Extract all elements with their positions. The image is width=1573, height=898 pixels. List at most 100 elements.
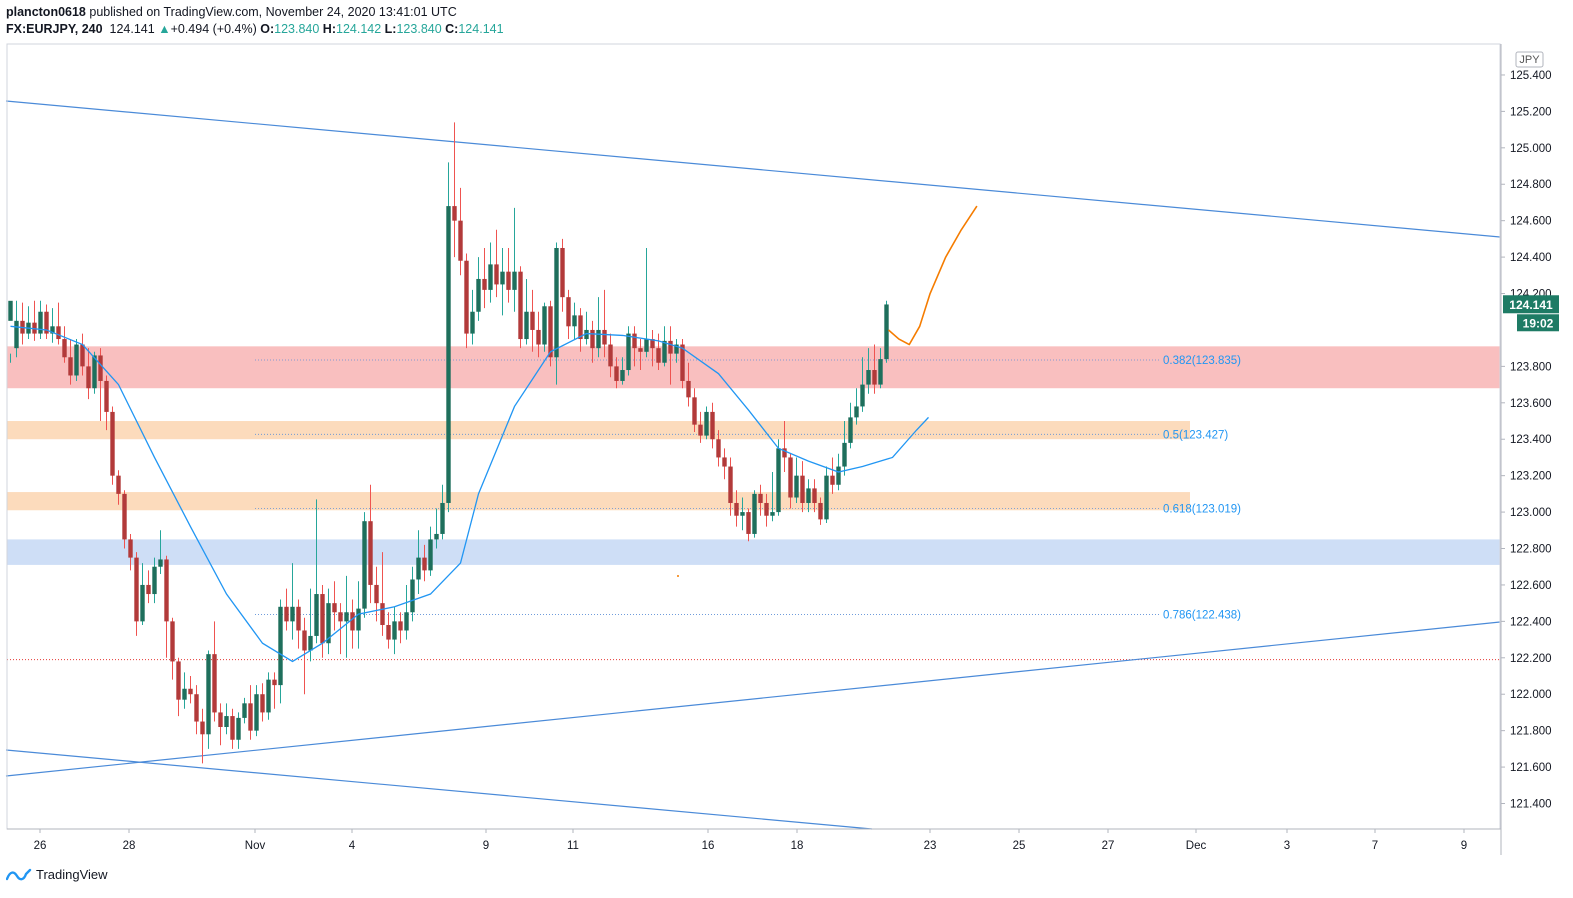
candle-body-21 bbox=[134, 557, 139, 622]
y-tick-label-2: 125.000 bbox=[1510, 143, 1552, 155]
candle-body-36 bbox=[224, 716, 229, 728]
candle-body-110 bbox=[668, 340, 673, 354]
y-tick-label-4: 124.600 bbox=[1510, 216, 1552, 228]
candle-body-89 bbox=[542, 306, 547, 345]
chart-header: plancton0618 published on TradingView.co… bbox=[6, 4, 504, 38]
candle-body-122 bbox=[740, 512, 745, 516]
candle-body-56 bbox=[344, 612, 349, 622]
candle-body-85 bbox=[518, 271, 523, 340]
candle-body-38 bbox=[236, 717, 241, 740]
countdown-tag bbox=[1517, 314, 1559, 332]
candle-body-22 bbox=[140, 584, 145, 622]
high-label: H: bbox=[322, 22, 336, 36]
candle-body-54 bbox=[332, 603, 337, 613]
candle-body-6 bbox=[44, 311, 49, 334]
zone-blue-3 bbox=[7, 539, 1500, 565]
publisher-name[interactable]: plancton0618 bbox=[6, 5, 86, 19]
x-tick-label-13: 7 bbox=[1372, 840, 1378, 852]
x-tick-label-7: 18 bbox=[791, 840, 804, 852]
candle-body-136 bbox=[824, 475, 829, 520]
trendlines bbox=[5, 100, 1501, 830]
fib-label-3: 0.786(122.438) bbox=[1163, 609, 1241, 621]
tradingview-footer[interactable]: TradingView bbox=[6, 867, 108, 882]
candle-body-111 bbox=[674, 344, 679, 354]
candle-body-145 bbox=[878, 359, 883, 385]
price-axis: JPY 125.400 125.200 125.000 124.800 124.600 12… bbox=[1501, 51, 1559, 811]
time-axis: 26 28 Nov 4 9 11 16 18 23 25 27 Dec 3 7 9 bbox=[34, 829, 1467, 852]
candle-body-61 bbox=[374, 584, 379, 604]
candle-body-29 bbox=[182, 688, 187, 700]
candle-body-102 bbox=[620, 370, 625, 381]
candle-body-45 bbox=[278, 606, 283, 686]
candle-body-10 bbox=[68, 357, 73, 376]
support-resistance-zones bbox=[7, 346, 1500, 565]
symbol-label: FX:EURJPY, 240 bbox=[6, 22, 103, 36]
candle-body-28 bbox=[176, 661, 181, 700]
x-tick-label-14: 9 bbox=[1461, 840, 1467, 852]
candle-body-103 bbox=[626, 333, 631, 371]
last-price: 124.141 bbox=[109, 22, 155, 36]
candle-body-63 bbox=[386, 625, 391, 640]
candle-body-18 bbox=[116, 475, 121, 494]
forecast-line bbox=[887, 205, 978, 346]
candle-body-15 bbox=[98, 355, 103, 381]
candle-body-142 bbox=[860, 384, 865, 407]
candle-body-60 bbox=[368, 521, 373, 585]
candle-body-125 bbox=[758, 493, 763, 503]
candle-body-107 bbox=[650, 339, 655, 349]
candle-body-58 bbox=[356, 608, 361, 631]
y-tick-label-12: 122.800 bbox=[1510, 544, 1552, 556]
change-up-icon: ▲ bbox=[158, 22, 171, 36]
candle-body-132 bbox=[800, 475, 805, 503]
candle-body-23 bbox=[146, 584, 151, 595]
candle-body-69 bbox=[422, 557, 427, 571]
candle-body-138 bbox=[836, 466, 841, 485]
candle-body-64 bbox=[392, 621, 397, 640]
candle-body-19 bbox=[122, 493, 127, 540]
x-tick-label-1: 28 bbox=[123, 840, 136, 852]
y-tick-label-18: 121.600 bbox=[1510, 762, 1552, 774]
candle-body-116 bbox=[704, 411, 709, 436]
candle-body-53 bbox=[326, 603, 331, 644]
y-tick-label-19: 121.400 bbox=[1510, 799, 1552, 811]
candle-body-55 bbox=[338, 612, 343, 622]
candle-body-117 bbox=[710, 411, 715, 440]
y-tick-label-13: 122.600 bbox=[1510, 580, 1552, 592]
candle-body-41 bbox=[254, 694, 259, 731]
y-tick-label-5: 124.400 bbox=[1510, 252, 1552, 264]
x-tick-label-9: 25 bbox=[1013, 840, 1026, 852]
candle-body-34 bbox=[212, 654, 217, 713]
candle-body-20 bbox=[128, 539, 133, 558]
candle-body-79 bbox=[482, 278, 487, 290]
candle-body-67 bbox=[410, 579, 415, 613]
x-tick-label-11: Dec bbox=[1186, 840, 1207, 852]
candle-body-133 bbox=[806, 488, 811, 503]
candle-body-101 bbox=[614, 366, 619, 381]
candle-body-96 bbox=[584, 329, 589, 340]
candle-body-33 bbox=[206, 654, 211, 735]
candle-body-77 bbox=[470, 311, 475, 334]
candle-body-40 bbox=[248, 703, 253, 731]
candle-body-131 bbox=[794, 475, 799, 498]
candle-body-105 bbox=[638, 348, 643, 352]
currency-label: JPY bbox=[1519, 54, 1540, 66]
y-tick-label-8: 123.600 bbox=[1510, 398, 1552, 410]
candle-body-104 bbox=[632, 333, 637, 349]
y-tick-label-16: 122.000 bbox=[1510, 689, 1552, 701]
candle-body-134 bbox=[812, 488, 817, 503]
candle-body-118 bbox=[716, 439, 721, 458]
candle-body-83 bbox=[506, 271, 511, 290]
x-tick-label-4: 9 bbox=[483, 840, 489, 852]
candle-body-1 bbox=[14, 320, 19, 349]
x-tick-label-10: 27 bbox=[1102, 840, 1115, 852]
candle-body-72 bbox=[440, 502, 445, 534]
zone-orange-1 bbox=[7, 421, 1190, 440]
candle-body-62 bbox=[380, 603, 385, 626]
candle-body-97 bbox=[590, 329, 595, 349]
candle-body-13 bbox=[86, 366, 91, 389]
candle-body-129 bbox=[782, 448, 787, 458]
candle-body-130 bbox=[788, 457, 793, 498]
candle-body-106 bbox=[644, 339, 649, 352]
forecast-path bbox=[677, 205, 978, 577]
